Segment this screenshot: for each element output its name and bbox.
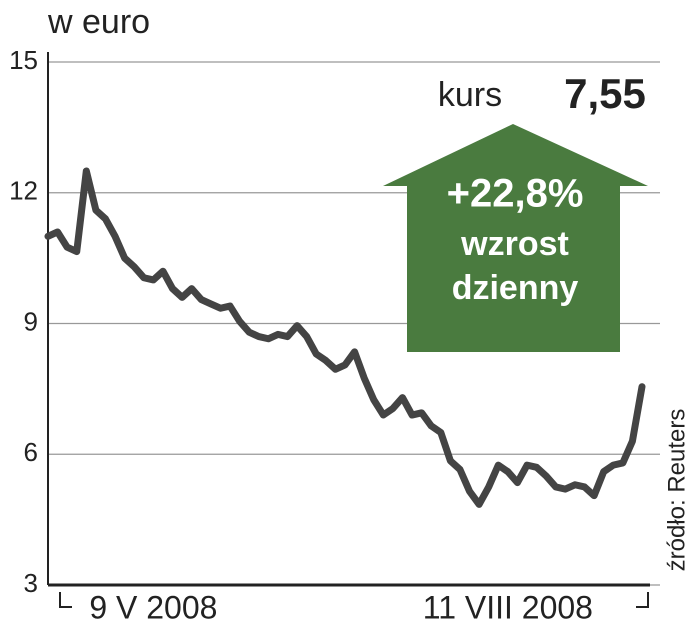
- data-line: [44, 167, 646, 508]
- change-text: dzienny: [452, 269, 579, 307]
- change: +22,8%: [447, 172, 584, 216]
- x-tick-label: 11 VIII 2008: [423, 589, 593, 625]
- y-tick-label: 6: [24, 437, 38, 467]
- x-tick-label: 9 V 2008: [89, 589, 217, 625]
- up-arrow: [383, 124, 648, 352]
- y-tick-label: 15: [9, 45, 38, 75]
- source: źródło: Reuters: [663, 409, 690, 572]
- y-tick-label: 12: [9, 176, 38, 206]
- change-text: wzrost: [460, 225, 569, 263]
- rate-value: 7,55: [564, 70, 646, 117]
- y-tick-label: 9: [24, 306, 38, 336]
- y-tick-label: 3: [24, 568, 38, 598]
- x-bracket: [636, 592, 649, 608]
- x-bracket: [59, 592, 72, 608]
- rate-label: kurs: [438, 76, 502, 114]
- unit-label: w euro: [47, 3, 150, 41]
